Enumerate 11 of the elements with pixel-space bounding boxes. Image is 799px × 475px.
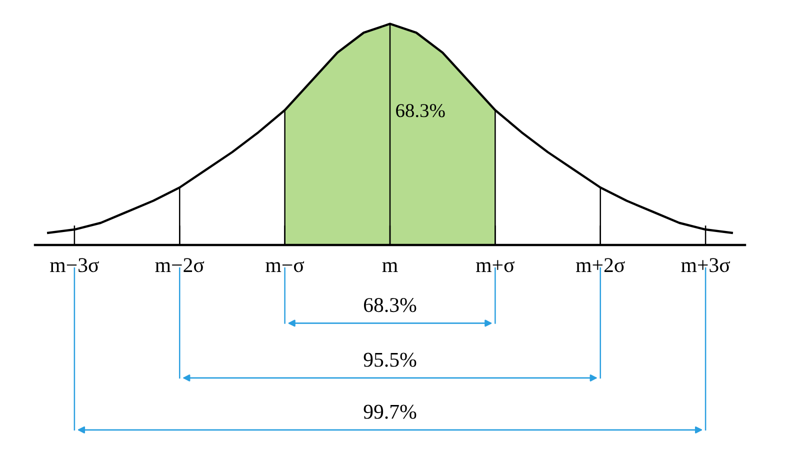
x-tick-label: m [382,262,398,272]
x-tick-label: m+σ [476,260,514,272]
x-tick-label: m+3σ [681,258,730,272]
x-tick-label: m−3σ [50,258,99,272]
text: 68.3% [364,298,416,312]
x-tick-label: m−2σ [155,258,204,272]
x-tick-label: m+2σ [576,258,625,272]
text: 99.7% [364,404,416,419]
text: 95.5% [364,352,416,367]
x-tick-label: m−σ [266,261,304,272]
band-label: 68.3% [396,104,445,118]
